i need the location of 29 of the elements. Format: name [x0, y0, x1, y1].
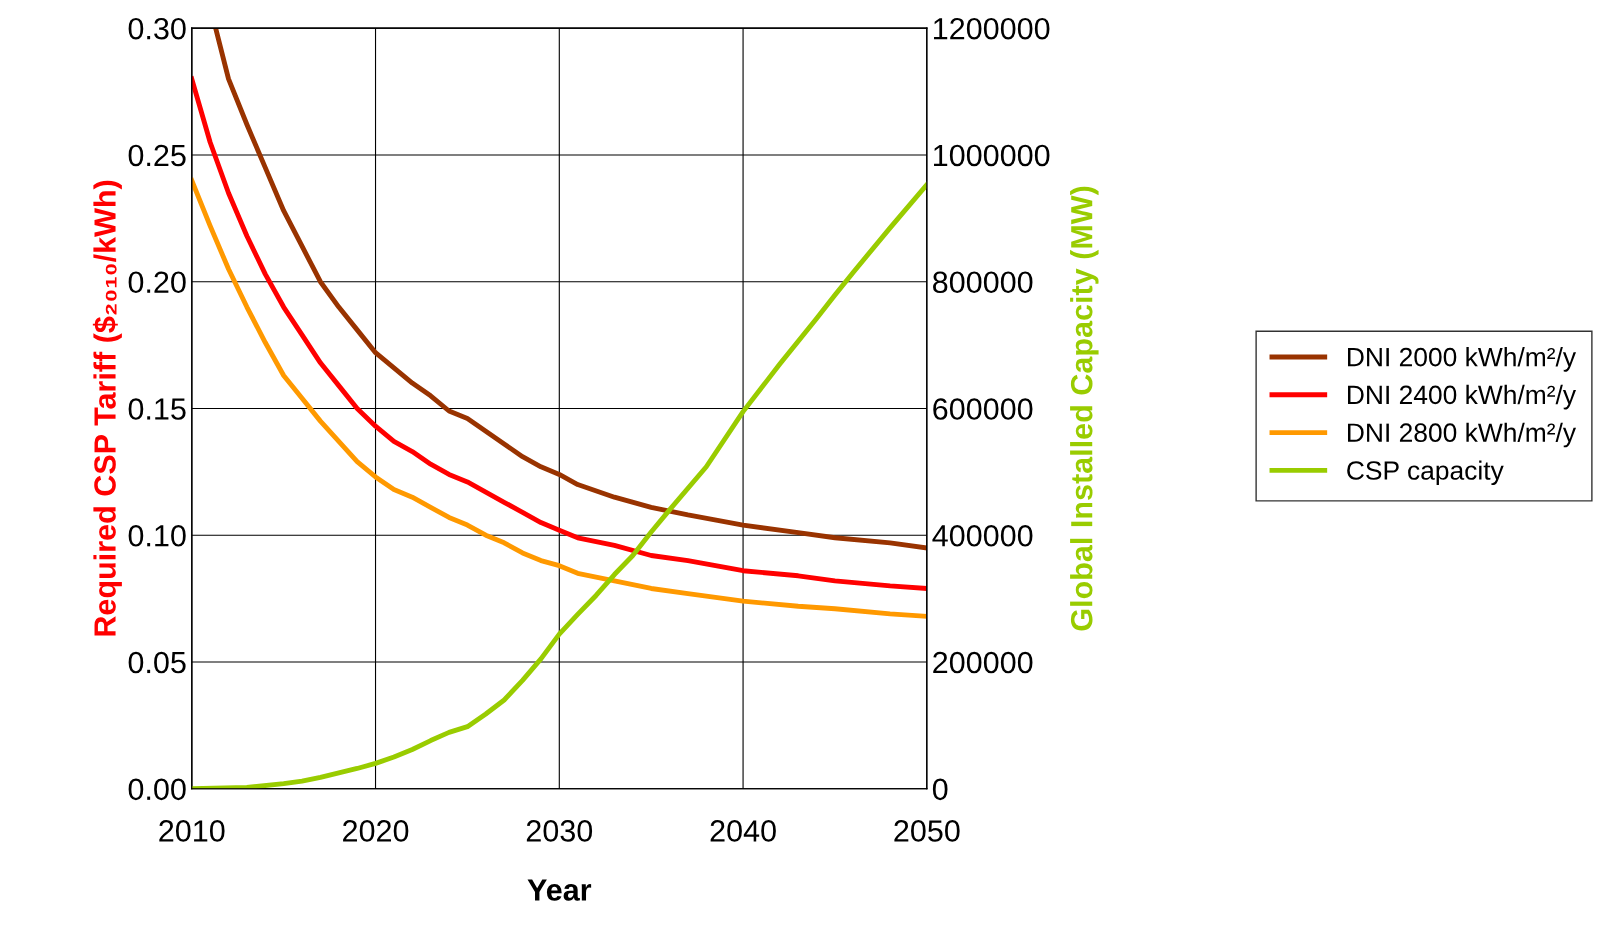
x-tick-label: 2050 — [894, 820, 960, 842]
y2-axis-title: Global Installed Capacity (MW) — [1070, 186, 1099, 631]
y2-tick-label: 800000 — [933, 271, 1033, 294]
legend-label: CSP capacity — [1347, 460, 1504, 486]
y-tick-label: 0.00 — [128, 778, 186, 801]
line-series — [191, 76, 927, 591]
line-series — [213, 28, 927, 551]
legend-label: DNI 2800 kWh/m²/y — [1348, 422, 1577, 448]
x-tick-label: 2030 — [526, 820, 593, 842]
y2-tick-label: 200000 — [933, 651, 1033, 674]
legend-label: DNI 2000 kWh/m²/y — [1348, 347, 1577, 372]
y-tick-label: 0.15 — [128, 398, 186, 420]
y-axis-title: Required CSP Tariff ($₂₀₁₀/kWh) — [92, 180, 122, 636]
y-tick-label: 0.20 — [128, 271, 186, 294]
line-series — [191, 177, 927, 619]
y2-tick-label: 1200000 — [934, 17, 1050, 40]
y2-tick-label: 1000000 — [934, 144, 1050, 167]
y2-tick-label: 0 — [932, 778, 948, 801]
y2-tick-label: 600000 — [933, 398, 1033, 420]
x-tick-label: 2010 — [159, 820, 225, 842]
y-tick-label: 0.05 — [128, 651, 186, 674]
y-tick-label: 0.10 — [128, 524, 186, 547]
y-tick-label: 0.25 — [128, 144, 186, 167]
y-tick-label: 0.30 — [128, 17, 186, 40]
x-tick-label: 2020 — [343, 820, 409, 842]
x-axis-title: Year — [527, 879, 592, 901]
legend-label: DNI 2400 kWh/m²/y — [1348, 384, 1577, 410]
x-tick-label: 2040 — [710, 820, 776, 842]
y2-tick-label: 400000 — [932, 524, 1033, 547]
